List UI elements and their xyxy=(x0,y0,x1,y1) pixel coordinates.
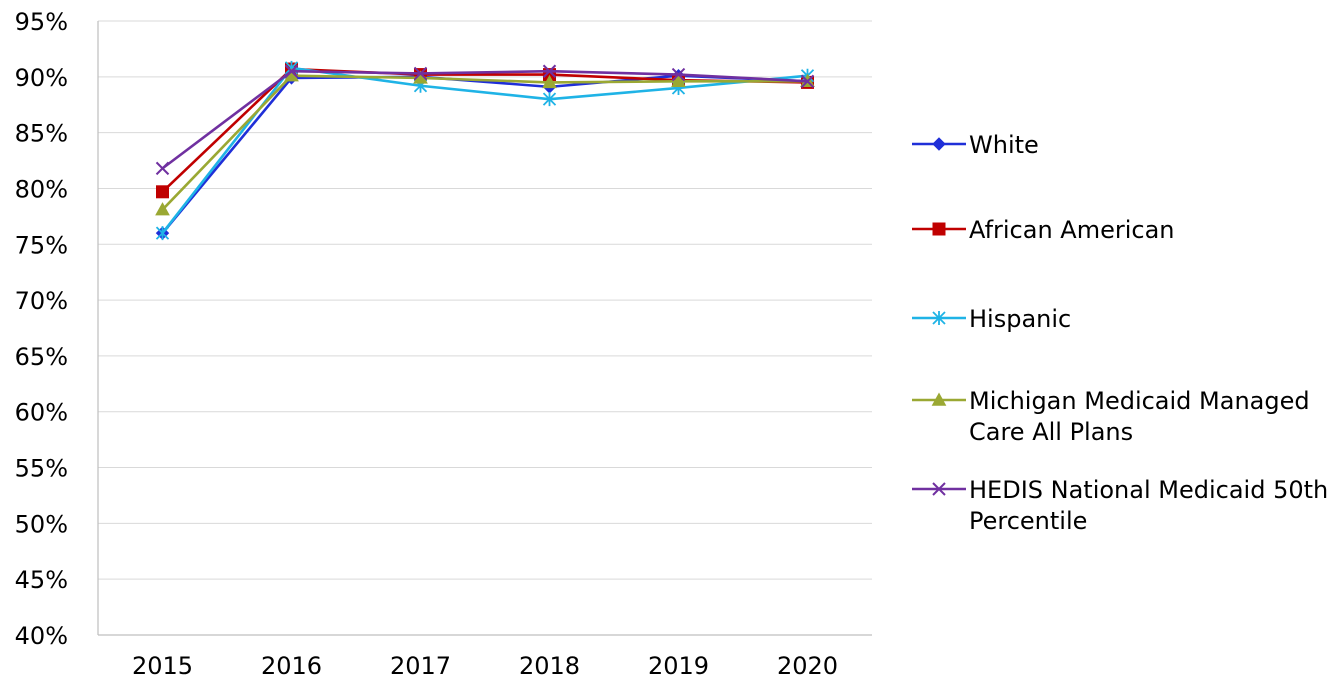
data-point-marker xyxy=(155,226,170,241)
x-tick-label: 2015 xyxy=(132,652,193,680)
legend-marker xyxy=(931,392,947,406)
data-point-marker xyxy=(284,64,299,78)
legend-label: White xyxy=(969,131,1039,159)
y-axis-tick-labels: 95% 90% 85% 80% 75% 70% 65% 60% 55% 50% 45% 40% xyxy=(15,8,68,650)
legend-label: African American xyxy=(969,216,1175,244)
legend-label: Michigan Medicaid Managed Care All Plans xyxy=(969,387,1310,446)
data-point-marker xyxy=(671,73,686,87)
legend-marker xyxy=(932,482,946,496)
y-tick-label: 45% xyxy=(15,566,68,594)
y-tick-label: 50% xyxy=(15,510,68,538)
data-point-marker xyxy=(156,185,169,199)
legend-label: Hispanic xyxy=(969,305,1071,333)
series-3 xyxy=(155,60,815,241)
data-point-marker xyxy=(542,92,557,107)
series-lines xyxy=(155,60,815,241)
data-point-marker xyxy=(413,66,428,81)
y-tick-label: 80% xyxy=(15,175,68,203)
series-4 xyxy=(155,68,815,216)
y-tick-label: 65% xyxy=(15,343,68,371)
data-point-marker xyxy=(542,64,557,78)
x-tick-label: 2016 xyxy=(261,652,322,680)
legend: White African American Hispanic Michigan Me… xyxy=(912,131,1328,535)
x-tick-label: 2019 xyxy=(648,652,709,680)
gridlines xyxy=(98,20,872,580)
y-tick-label: 60% xyxy=(15,399,68,427)
x-tick-label: 2017 xyxy=(390,652,451,680)
y-tick-label: 85% xyxy=(15,120,68,148)
legend-marker xyxy=(932,311,946,325)
series-line xyxy=(161,74,808,211)
y-tick-label: 40% xyxy=(15,622,68,650)
y-tick-label: 70% xyxy=(15,287,68,315)
data-point-marker xyxy=(671,67,686,82)
legend-item: White xyxy=(912,131,1039,159)
x-tick-label: 2020 xyxy=(777,652,838,680)
data-point-marker xyxy=(542,74,557,89)
series-5 xyxy=(155,64,815,176)
axes xyxy=(97,21,872,636)
data-point-marker xyxy=(800,74,815,88)
y-tick-label: 55% xyxy=(15,455,68,483)
legend-marker xyxy=(932,222,946,236)
series-line xyxy=(161,67,808,193)
data-point-marker xyxy=(155,202,170,216)
series-1 xyxy=(155,68,815,240)
x-axis-tick-labels: 2015 2016 2017 2018 2019 2020 xyxy=(132,652,838,680)
data-point-marker xyxy=(155,161,170,176)
y-tick-label: 95% xyxy=(15,8,68,36)
legend-item: African American xyxy=(912,216,1175,244)
legend-item: Hispanic xyxy=(912,305,1071,333)
y-tick-label: 75% xyxy=(15,231,68,259)
legend-item: Michigan Medicaid Managed Care All Plans xyxy=(912,387,1310,446)
legend-marker xyxy=(932,137,946,151)
legend-label: HEDIS National Medicaid 50th Percentile xyxy=(969,476,1328,535)
series-line xyxy=(161,66,808,234)
series-line xyxy=(161,69,808,170)
x-tick-label: 2018 xyxy=(519,652,580,680)
y-tick-label: 90% xyxy=(15,64,68,92)
legend-item: HEDIS National Medicaid 50th Percentile xyxy=(912,476,1328,535)
